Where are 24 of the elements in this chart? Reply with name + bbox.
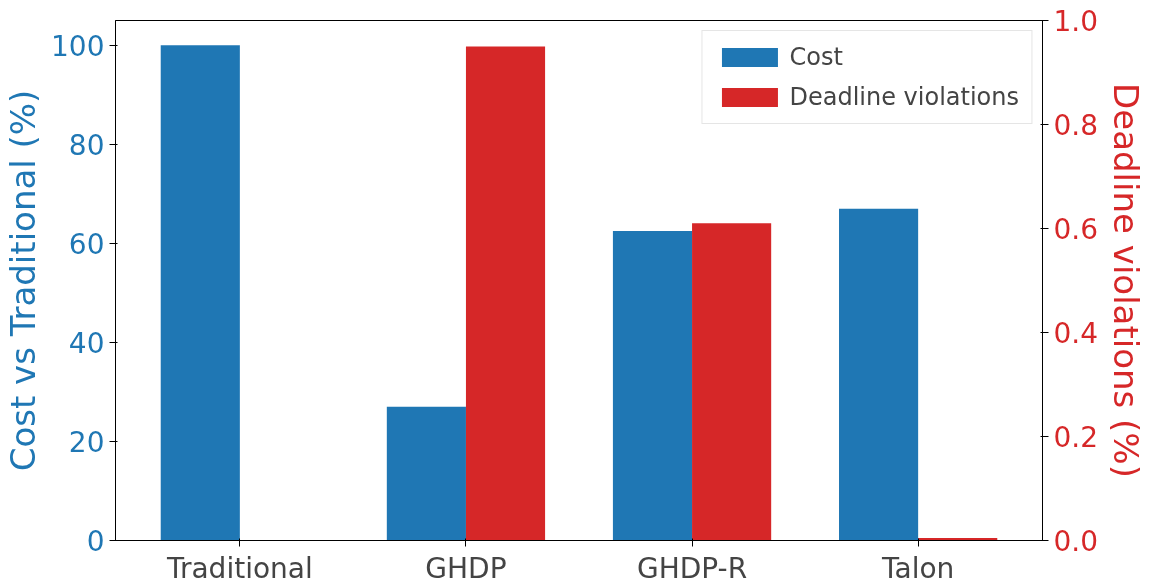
y2-axis-title: Deadline violations (%) [1106, 83, 1147, 478]
y-tick-label: 80 [68, 128, 105, 162]
y2-tick-label: 0.4 [1053, 317, 1099, 350]
y-tick-label: 40 [68, 326, 105, 360]
legend-label: Cost [789, 43, 843, 71]
y-tick-label: 100 [51, 29, 105, 63]
y2-tick-label: 0.8 [1053, 109, 1099, 142]
y-tick-label: 20 [68, 425, 105, 459]
y2-tick-label: 0.6 [1053, 213, 1099, 246]
y2-tick-label: 0.0 [1053, 525, 1099, 558]
y2-tick-label: 0.2 [1053, 421, 1099, 454]
bar [465, 46, 546, 541]
legend-label: Deadline violations [789, 83, 1019, 111]
x-tick-label: Traditional [165, 551, 313, 585]
x-tick-label: Talon [881, 551, 955, 585]
x-tick-label: GHDP-R [636, 551, 748, 585]
y-tick-label: 0 [86, 525, 105, 558]
bar [386, 406, 466, 541]
y-tick-label: 60 [68, 227, 105, 261]
bar [839, 208, 919, 541]
bar [160, 45, 240, 541]
x-tick-label: GHDP [425, 551, 507, 585]
y-axis-title: Cost vs Traditional (%) [3, 89, 44, 472]
y2-tick-label: 1.0 [1053, 5, 1099, 38]
